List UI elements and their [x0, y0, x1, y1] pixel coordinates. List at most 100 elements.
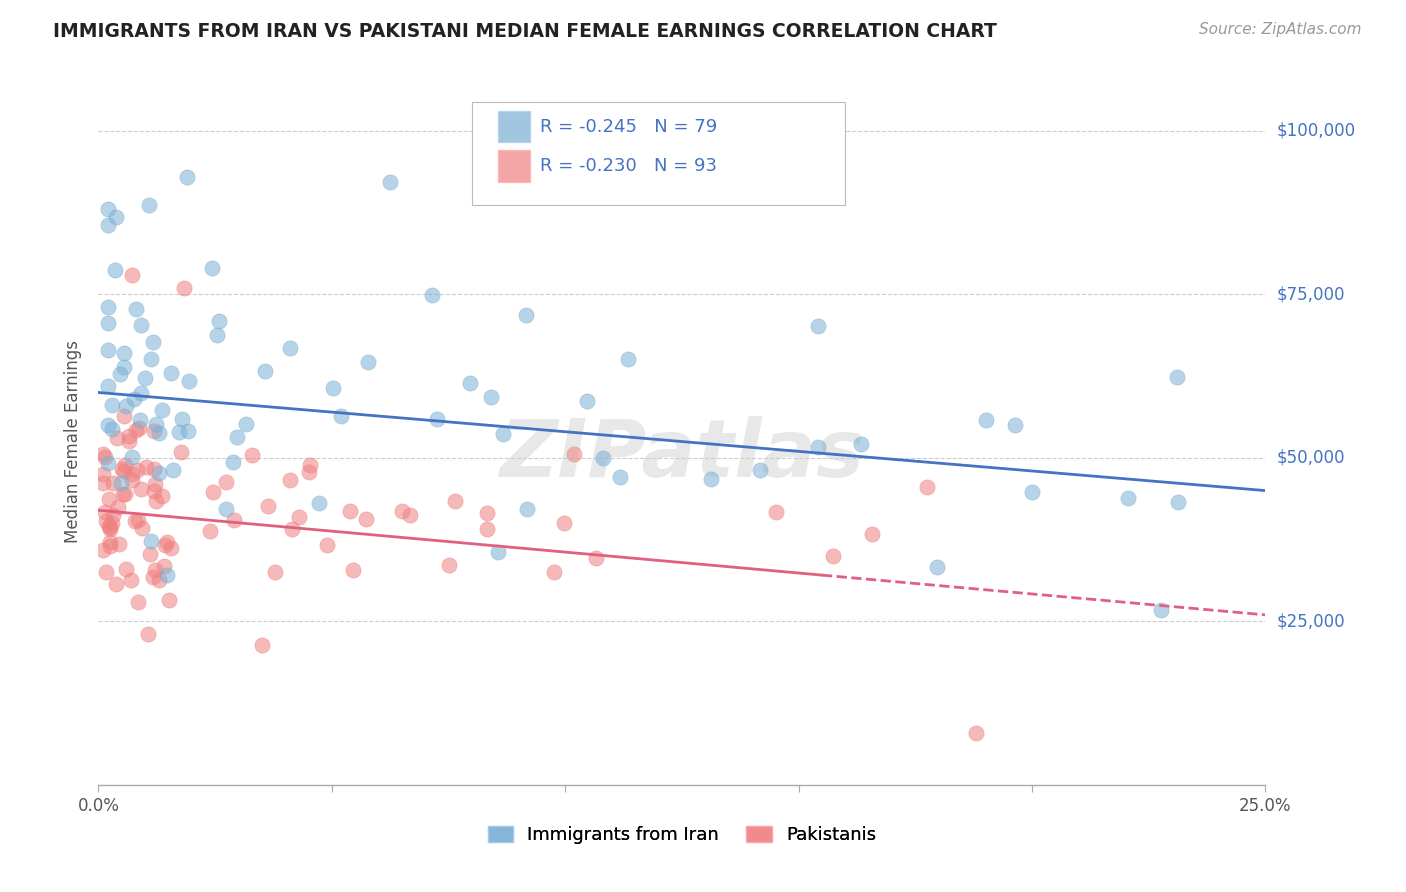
Point: [101, 398, 124, 412]
Point: [145, 563, 167, 577]
Point: [264, 566, 287, 580]
Point: [329, 409, 352, 423]
Point: [143, 477, 166, 491]
Point: [357, 355, 380, 369]
Point: [98, 520, 121, 534]
Point: [160, 366, 183, 380]
Point: [142, 461, 165, 475]
Point: [420, 287, 443, 301]
Point: [129, 482, 152, 496]
Point: [121, 467, 143, 481]
Point: [475, 522, 498, 536]
Point: [240, 448, 263, 462]
Point: [315, 538, 337, 552]
Point: [479, 390, 502, 404]
Text: ZIPatlas: ZIPatlas: [499, 417, 865, 494]
Point: [177, 375, 200, 389]
Point: [156, 568, 179, 582]
Point: [114, 487, 136, 501]
Point: [145, 417, 167, 432]
Point: [97, 218, 120, 232]
Point: [616, 352, 638, 367]
Point: [160, 541, 183, 555]
Point: [162, 463, 184, 477]
Point: [142, 570, 165, 584]
Point: [139, 547, 162, 561]
Point: [515, 309, 537, 323]
Point: [112, 409, 135, 423]
FancyBboxPatch shape: [472, 102, 845, 204]
Text: IMMIGRANTS FROM IRAN VS PAKISTANI MEDIAN FEMALE EARNINGS CORRELATION CHART: IMMIGRANTS FROM IRAN VS PAKISTANI MEDIAN…: [53, 22, 997, 41]
Point: [142, 484, 165, 499]
Point: [121, 268, 143, 282]
Point: [156, 534, 179, 549]
Point: [101, 516, 124, 530]
Text: $100,000: $100,000: [1277, 122, 1357, 140]
Point: [98, 519, 121, 533]
FancyBboxPatch shape: [498, 111, 530, 143]
Point: [96, 565, 118, 579]
Point: [322, 381, 344, 395]
Point: [173, 281, 195, 295]
Point: [139, 351, 162, 366]
Point: [97, 343, 120, 357]
Point: [121, 473, 143, 487]
Point: [516, 502, 538, 516]
Point: [120, 573, 142, 587]
Point: [235, 417, 257, 431]
Point: [118, 434, 141, 449]
Point: [749, 463, 772, 477]
Point: [148, 425, 170, 440]
Point: [122, 392, 145, 406]
Point: [131, 520, 153, 534]
Point: [128, 421, 150, 435]
Point: [1116, 491, 1139, 506]
Point: [399, 508, 422, 523]
Point: [807, 318, 830, 333]
Point: [127, 595, 149, 609]
Point: [202, 484, 225, 499]
Point: [121, 450, 143, 465]
Point: [129, 386, 152, 401]
Point: [278, 474, 301, 488]
Point: [107, 500, 129, 514]
Point: [91, 467, 114, 481]
Point: [105, 576, 128, 591]
Point: [152, 558, 174, 573]
Point: [1166, 370, 1188, 384]
Point: [118, 429, 141, 443]
Point: [807, 440, 830, 454]
Point: [98, 534, 121, 549]
Point: [1004, 418, 1026, 433]
Point: [288, 509, 311, 524]
Point: [101, 508, 124, 523]
Y-axis label: Median Female Earnings: Median Female Earnings: [65, 340, 83, 543]
Point: [111, 487, 134, 501]
Point: [108, 536, 131, 550]
Point: [91, 475, 114, 490]
Text: $75,000: $75,000: [1277, 285, 1346, 303]
Point: [765, 505, 787, 519]
Point: [143, 424, 166, 438]
Point: [176, 169, 198, 184]
Point: [103, 476, 125, 491]
Text: $25,000: $25,000: [1277, 613, 1346, 631]
Point: [127, 513, 149, 527]
Point: [215, 501, 238, 516]
Point: [592, 450, 614, 465]
Point: [94, 505, 117, 519]
Point: [114, 458, 136, 473]
Point: [460, 376, 482, 390]
Point: [585, 551, 607, 566]
Point: [1150, 603, 1173, 617]
Point: [97, 300, 120, 314]
Point: [170, 412, 193, 426]
Point: [299, 458, 322, 472]
Point: [97, 202, 120, 217]
Point: [136, 627, 159, 641]
Point: [207, 327, 229, 342]
Text: R = -0.230   N = 93: R = -0.230 N = 93: [540, 157, 717, 175]
Point: [257, 499, 280, 513]
Text: Source: ZipAtlas.com: Source: ZipAtlas.com: [1198, 22, 1361, 37]
Point: [198, 524, 221, 538]
